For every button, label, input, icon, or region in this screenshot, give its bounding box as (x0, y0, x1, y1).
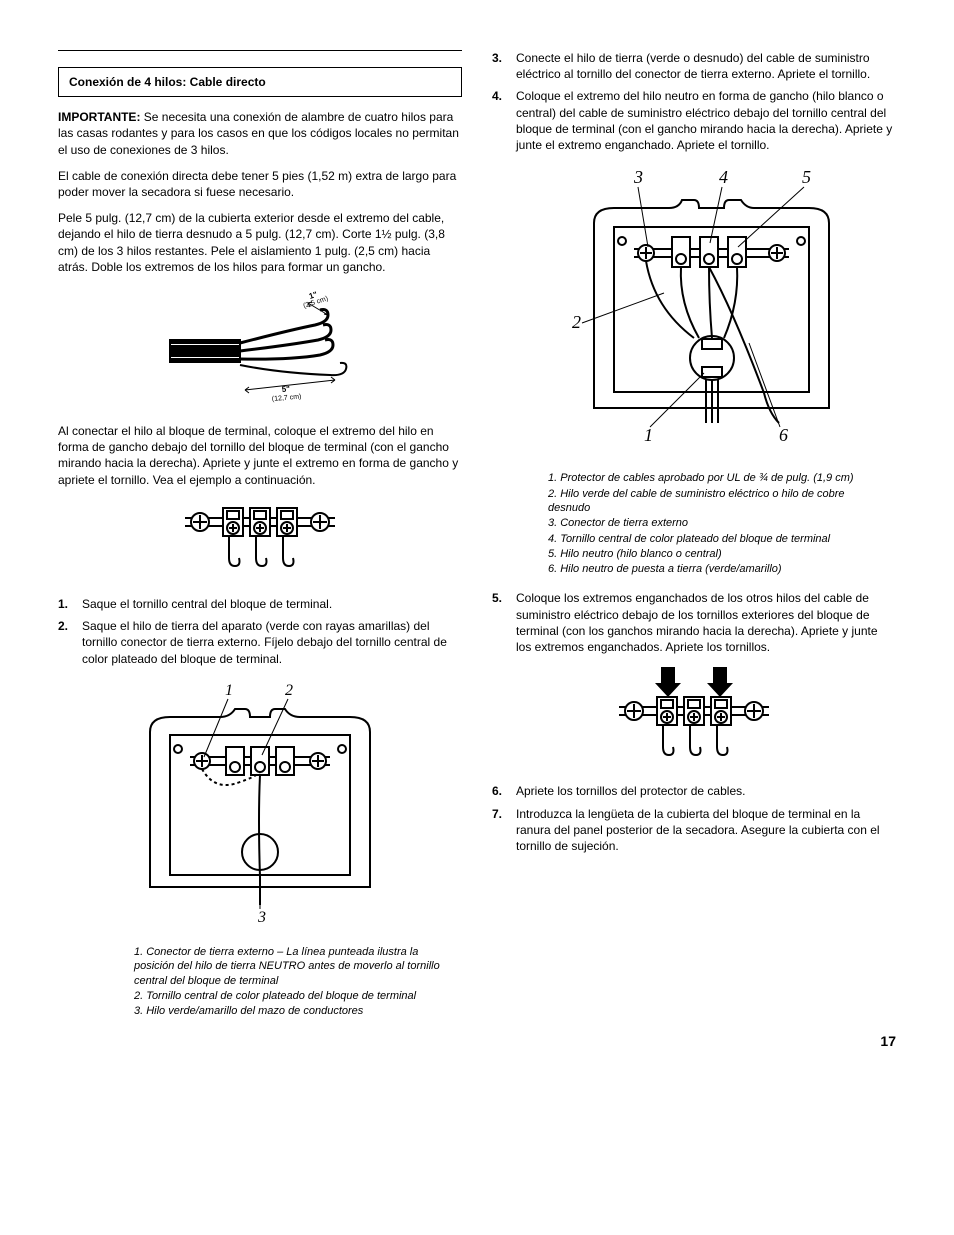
page-number: 17 (880, 1032, 896, 1051)
list-item: 5.Coloque los extremos enganchados de lo… (492, 590, 896, 655)
svg-text:6: 6 (779, 425, 788, 445)
figure-caption: 1. Conector de tierra externo – La línea… (58, 945, 462, 1018)
figure-terminal-block-small (58, 498, 462, 582)
list-item: 4.Coloque el extremo del hilo neutro en … (492, 88, 896, 153)
figure-cable-stripped: 1" (2,5 cm) 5" (12,7 cm) (58, 285, 462, 409)
list-item: 3.Conecte el hilo de tierra (verde o des… (492, 50, 896, 82)
svg-text:1: 1 (225, 682, 233, 699)
left-column: Conexión de 4 hilos: Cable directo IMPOR… (58, 50, 462, 1030)
caption-line: 2. Hilo verde del cable de suministro el… (548, 487, 886, 516)
paragraph: IMPORTANTE: Se necesita una conexión de … (58, 109, 462, 158)
figure-rear-panel-123: 1 2 3 (58, 677, 462, 931)
ordered-list: 6.Apriete los tornillos del protector de… (492, 783, 896, 854)
svg-text:2: 2 (572, 312, 581, 332)
caption-line: 5. Hilo neutro (hilo blanco o central) (548, 547, 886, 561)
figure-terminal-block-arrows (492, 665, 896, 769)
rule (58, 50, 462, 51)
caption-line: 4. Tornillo central de color plateado de… (548, 532, 886, 546)
figure-rear-panel-6callouts: 3 4 5 2 1 6 (492, 163, 896, 457)
caption-line: 3. Hilo verde/amarillo del mazo de condu… (134, 1004, 442, 1018)
svg-text:3: 3 (257, 909, 266, 926)
svg-text:2: 2 (285, 682, 293, 699)
caption-line: 3. Conector de tierra externo (548, 516, 886, 530)
importante-label: IMPORTANTE: (58, 110, 140, 124)
caption-line: 2. Tornillo central de color plateado de… (134, 989, 442, 1003)
caption-line: 1. Conector de tierra externo – La línea… (134, 945, 442, 988)
list-item: 7.Introduzca la lengüeta de la cubierta … (492, 806, 896, 855)
right-column: 3.Conecte el hilo de tierra (verde o des… (492, 50, 896, 1030)
list-item: 2.Saque el hilo de tierra del aparato (v… (58, 618, 462, 667)
caption-line: 1. Protector de cables aprobado por UL d… (548, 471, 886, 485)
svg-text:1: 1 (644, 425, 653, 445)
list-item: 1.Saque el tornillo central del bloque d… (58, 596, 462, 612)
ordered-list: 3.Conecte el hilo de tierra (verde o des… (492, 50, 896, 153)
svg-text:4: 4 (719, 167, 728, 187)
ordered-list: 5.Coloque los extremos enganchados de lo… (492, 590, 896, 655)
svg-text:3: 3 (633, 167, 643, 187)
section-title: Conexión de 4 hilos: Cable directo (69, 75, 266, 89)
paragraph: Pele 5 pulg. (12,7 cm) de la cubierta ex… (58, 210, 462, 275)
list-item: 6.Apriete los tornillos del protector de… (492, 783, 896, 799)
svg-text:5": 5" (281, 384, 290, 394)
figure-caption: 1. Protector de cables aprobado por UL d… (492, 471, 896, 576)
svg-text:(12,7 cm): (12,7 cm) (272, 393, 302, 403)
svg-text:5: 5 (802, 167, 811, 187)
section-heading-box: Conexión de 4 hilos: Cable directo (58, 67, 462, 97)
paragraph: El cable de conexión directa debe tener … (58, 168, 462, 200)
paragraph: Al conectar el hilo al bloque de termina… (58, 423, 462, 488)
caption-line: 6. Hilo neutro de puesta a tierra (verde… (548, 562, 886, 576)
ordered-list: 1.Saque el tornillo central del bloque d… (58, 596, 462, 667)
